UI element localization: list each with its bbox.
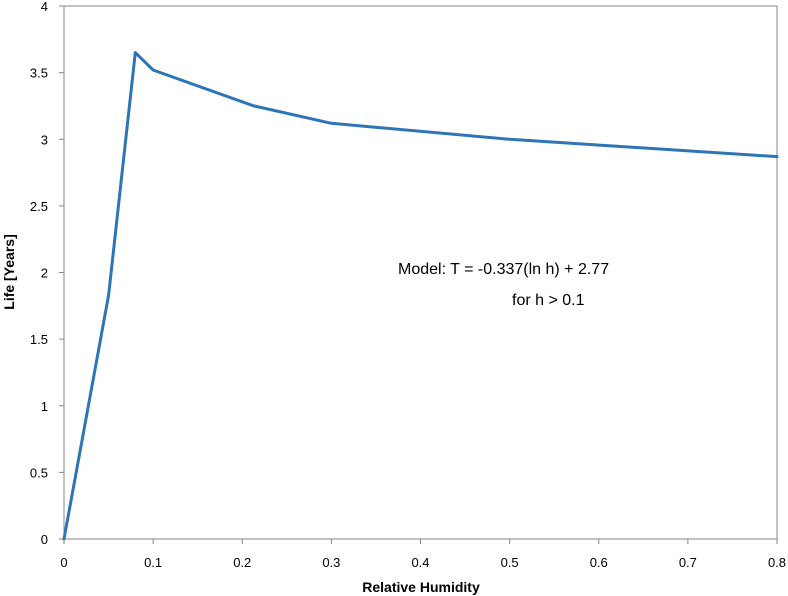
- x-axis-ticks: 0 0.1 0.2 0.3 0.4 0.5 0.6 0.7 0.8: [60, 539, 786, 570]
- y-tick-label: 0.5: [30, 465, 48, 480]
- x-tick-label: 0.6: [590, 555, 608, 570]
- x-tick-label: 0.5: [501, 555, 519, 570]
- y-tick-label: 2.5: [30, 199, 48, 214]
- y-tick-label: 3: [41, 132, 48, 147]
- y-tick-label: 1.5: [30, 332, 48, 347]
- model-annotation: Model: T = -0.337(ln h) + 2.77: [398, 261, 609, 278]
- x-axis-title: Relative Humidity: [362, 579, 480, 595]
- series-layer: [62, 51, 779, 541]
- y-axis-title: Life [Years]: [1, 234, 17, 309]
- series-line: [62, 51, 779, 541]
- condition-annotation: for h > 0.1: [512, 292, 585, 309]
- y-tick-label: 0: [41, 532, 48, 547]
- y-tick-label: 2: [41, 266, 48, 281]
- x-tick-label: 0.3: [322, 555, 340, 570]
- y-axis-ticks: 0 0.5 1 1.5 2 2.5 3 3.5 4: [30, 0, 64, 547]
- x-tick-label: 0.1: [144, 555, 162, 570]
- y-tick-label: 3.5: [30, 66, 48, 81]
- x-tick-label: 0: [60, 555, 67, 570]
- plot-area: [63, 5, 778, 540]
- y-tick-label: 1: [41, 399, 48, 414]
- x-tick-label: 0.4: [411, 555, 429, 570]
- y-tick-label: 4: [41, 0, 48, 14]
- x-tick-label: 0.7: [679, 555, 697, 570]
- x-tick-label: 0.2: [233, 555, 251, 570]
- x-tick-label: 0.8: [768, 555, 786, 570]
